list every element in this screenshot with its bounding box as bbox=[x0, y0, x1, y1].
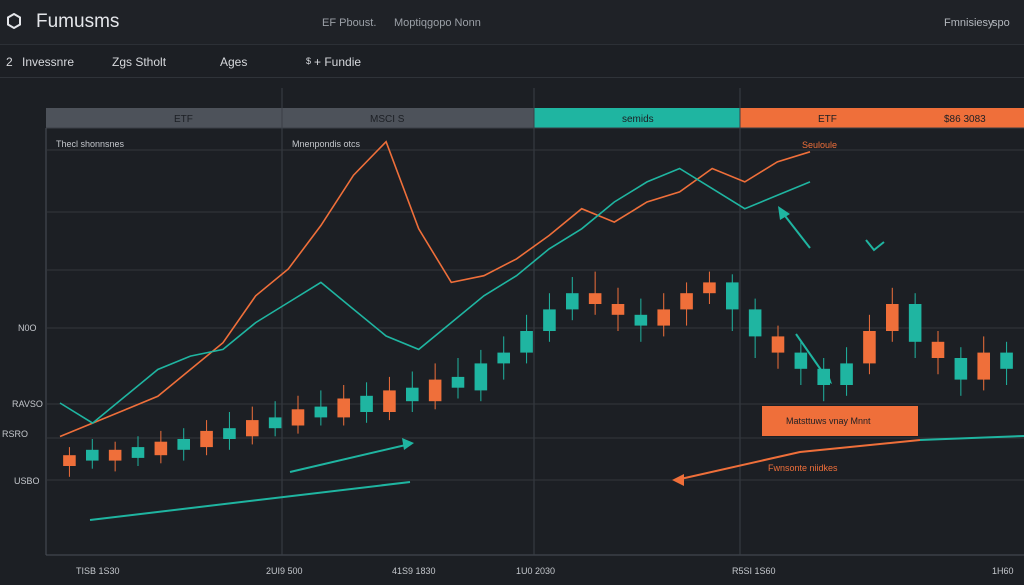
candle-body bbox=[977, 352, 990, 380]
candle-body bbox=[680, 293, 693, 310]
candle-body bbox=[314, 406, 328, 418]
tab-bar: 2 Invessnre Zgs Stholt Ages $ + Fundie bbox=[0, 45, 1024, 78]
candle-body bbox=[703, 282, 716, 294]
panel-header-3 bbox=[534, 108, 740, 128]
y-tick-label: RAVSO bbox=[12, 399, 43, 409]
tab-ages[interactable]: Ages bbox=[220, 55, 248, 69]
candle-body bbox=[131, 447, 145, 458]
tab-funds[interactable]: + Fundie bbox=[314, 55, 362, 69]
candle-body bbox=[337, 398, 350, 418]
teal-arrow-low bbox=[89, 481, 411, 521]
x-tick-label: 1H60 bbox=[992, 566, 1014, 576]
panel-header-2 bbox=[282, 108, 534, 128]
series-layer bbox=[59, 140, 811, 438]
y-tick-label: RSRO bbox=[2, 429, 28, 439]
candle-body bbox=[223, 428, 236, 439]
candle-body bbox=[86, 449, 99, 461]
candle-body bbox=[748, 309, 762, 337]
candle-body bbox=[657, 309, 670, 326]
callout-box bbox=[762, 406, 918, 436]
candle-layer bbox=[63, 271, 1013, 477]
annotation-lower-right: Fwnsonte niidkes bbox=[768, 463, 838, 473]
x-tick-label: 41S9 1830 bbox=[392, 566, 436, 576]
teal-line-right bbox=[919, 435, 1024, 441]
panel-header-4 bbox=[740, 108, 1024, 128]
candle-body bbox=[1000, 352, 1013, 369]
x-tick-label: R5SI 1S60 bbox=[732, 566, 776, 576]
callout-label: Matsttuws vnay Mnnt bbox=[786, 416, 871, 426]
tab-stocks[interactable]: Zgs Stholt bbox=[112, 55, 167, 69]
candle-body bbox=[611, 304, 625, 315]
candle-body bbox=[931, 341, 945, 358]
top-center-label-2: Moptiqgopo Nonn bbox=[394, 17, 481, 29]
candle-body bbox=[474, 363, 488, 391]
candle-body bbox=[108, 449, 122, 461]
series-line-1 bbox=[59, 167, 811, 425]
tab-investments[interactable]: Invessnre bbox=[22, 55, 75, 69]
panel-header-1 bbox=[46, 108, 282, 128]
top-right-label-2[interactable]: spo bbox=[992, 17, 1010, 29]
x-tick-label: 2UI9 500 bbox=[266, 566, 303, 576]
candle-body bbox=[771, 336, 785, 353]
candle-body bbox=[360, 395, 373, 412]
candle-body bbox=[588, 293, 602, 304]
candle-body bbox=[406, 387, 419, 402]
teal-chevron bbox=[865, 239, 885, 252]
panel-header-label-3: semids bbox=[622, 114, 654, 125]
candle-body bbox=[863, 331, 876, 364]
candle-body bbox=[566, 293, 579, 310]
tab-prefix: 2 bbox=[6, 55, 13, 69]
candle-body bbox=[291, 409, 305, 426]
x-tick-label: 1U0 2030 bbox=[516, 566, 555, 576]
hexagon-logo-icon bbox=[7, 13, 21, 29]
candle-body bbox=[268, 417, 282, 429]
candle-body bbox=[840, 363, 853, 385]
orange-arrowhead bbox=[672, 474, 684, 486]
app-title: Fumusms bbox=[36, 11, 120, 32]
candle-body bbox=[428, 379, 442, 402]
candle-body bbox=[63, 455, 76, 466]
candle-body bbox=[794, 352, 808, 369]
y-tick-label: N0O bbox=[18, 323, 37, 333]
candle-body bbox=[520, 331, 533, 353]
teal-arrow-mid bbox=[289, 443, 411, 473]
candle-body bbox=[177, 439, 190, 450]
candle-body bbox=[154, 441, 168, 456]
teal-arrow-up bbox=[781, 211, 811, 249]
panel-header-label-2: MSCI S bbox=[370, 114, 405, 125]
teal-arrowhead bbox=[402, 438, 414, 450]
teal-arrowhead-up bbox=[778, 206, 790, 220]
orange-arrow-path bbox=[675, 439, 921, 481]
y-tick-label: USBO bbox=[14, 476, 40, 486]
candle-body bbox=[383, 390, 396, 412]
top-center-label: EF Pboust. bbox=[322, 17, 377, 29]
candle-body bbox=[954, 358, 968, 380]
candle-body bbox=[246, 420, 259, 437]
tab-marker: $ bbox=[306, 56, 312, 66]
candle-body bbox=[908, 304, 922, 342]
annotation-top: Seuloule bbox=[802, 140, 837, 150]
candle-body bbox=[817, 368, 830, 385]
x-tick-label: TISB 1S30 bbox=[76, 566, 120, 576]
candle-body bbox=[200, 430, 213, 448]
candle-body bbox=[497, 352, 510, 364]
panel-header-label-4: ETF bbox=[818, 114, 837, 125]
top-right-label[interactable]: Fmnisiesy bbox=[944, 17, 994, 29]
panel-label-1: Thecl shonnsnes bbox=[56, 139, 125, 149]
panel-header-label-5: $86 3083 bbox=[944, 114, 986, 125]
top-bar: Fumusms EF Pboust. Moptiqgopo Nonn Fmnis… bbox=[0, 0, 1024, 45]
panel-header-label-1: ETF bbox=[174, 114, 193, 125]
series-line-0 bbox=[59, 140, 811, 438]
candle-body bbox=[634, 314, 648, 326]
candle-body bbox=[886, 304, 899, 331]
candle-body bbox=[543, 309, 556, 331]
candle-body bbox=[726, 282, 739, 310]
candle-body bbox=[451, 376, 465, 388]
panel-label-2: Mnenpondis otcs bbox=[292, 139, 361, 149]
